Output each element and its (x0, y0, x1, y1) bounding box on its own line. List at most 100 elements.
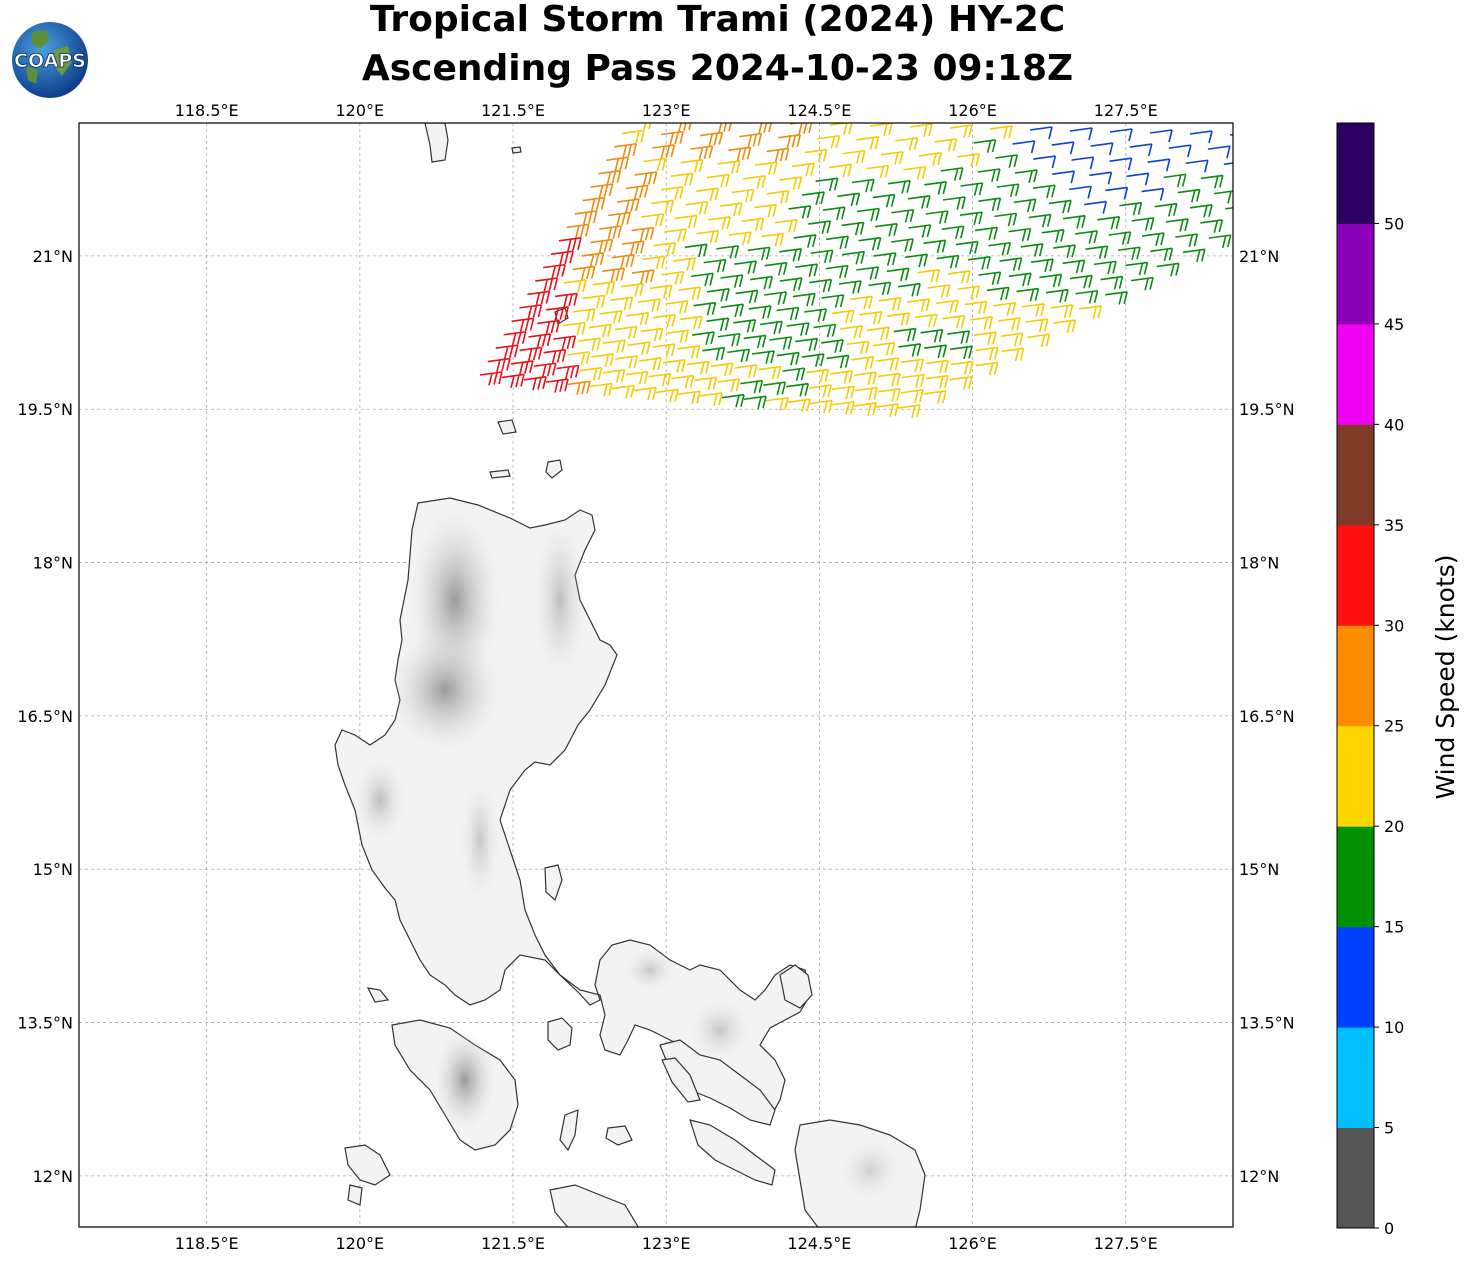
wind-barb (479, 371, 503, 386)
wind-barb (853, 402, 877, 416)
wind-barb (535, 277, 559, 292)
wind-barb (648, 372, 672, 387)
wind-barb (1050, 304, 1074, 318)
wind-barb (820, 339, 844, 353)
wind-barb (511, 317, 535, 332)
wind-barb (693, 301, 717, 316)
wind-barb (964, 300, 988, 315)
wind-barb (831, 400, 855, 415)
wind-barb (543, 263, 566, 279)
wind-barb (649, 284, 673, 299)
wind-barb (787, 398, 811, 413)
wind-barb (774, 218, 798, 233)
wind-barb (897, 404, 921, 418)
lon-label-bottom: 118.5°E (175, 1234, 239, 1253)
sibuyan-island (605, 1125, 633, 1146)
colorbar-tick-label: 25 (1384, 717, 1404, 736)
longitude-labels: 118.5°E 118.5°E 120°E 120°E 121.5°E 121.5°E 12… (175, 101, 1158, 1253)
wind-barb (801, 353, 825, 367)
wind-barb (615, 355, 639, 369)
wind-barb (842, 250, 865, 265)
wind-barb (1085, 245, 1109, 260)
lon-label-top: 126°E (948, 101, 997, 120)
wind-barb (917, 268, 941, 283)
lat-label-right: 21°N (1239, 247, 1279, 266)
wind-barb (1021, 303, 1045, 317)
batan-island (424, 123, 449, 163)
colorbar-segment (1337, 424, 1374, 526)
lon-label-bottom: 120°E (336, 1234, 385, 1253)
wind-barb (866, 326, 890, 341)
colorbar-tick-label: 20 (1384, 817, 1404, 836)
wind-barb (696, 229, 720, 244)
wind-barb (806, 368, 830, 383)
lat-label-left: 15°N (33, 860, 73, 879)
wind-barbs (479, 123, 1233, 418)
wind-barb (817, 134, 841, 149)
wind-barb (637, 298, 661, 313)
wind-barb (602, 267, 626, 282)
wind-barb (960, 182, 984, 196)
wind-barb (837, 192, 861, 207)
wind-barb (1012, 140, 1036, 154)
wind-barb (947, 270, 971, 284)
wind-barb (949, 375, 973, 390)
wind-barb (925, 359, 949, 374)
wind-barb (804, 308, 827, 322)
wind-barb (801, 191, 825, 205)
wind-barb (1025, 318, 1049, 332)
wind-barb (642, 255, 666, 270)
map-area (79, 123, 1233, 1227)
wind-barb (582, 196, 606, 212)
wind-barb (1150, 247, 1174, 262)
wind-barb (607, 211, 631, 227)
colorbar-tick-label: 50 (1384, 214, 1404, 233)
colorbar-frame (1336, 122, 1375, 1229)
lat-label-right: 18°N (1239, 554, 1279, 573)
wind-barb (1039, 273, 1063, 288)
wind-barb (706, 173, 730, 188)
wind-barb (1182, 248, 1206, 263)
wind-barb (661, 130, 684, 146)
wind-barb (639, 357, 662, 371)
wind-barb (873, 252, 897, 266)
babuyan-island-2 (497, 419, 517, 435)
wind-barb (1069, 185, 1092, 199)
wind-barb (782, 367, 806, 382)
wind-barb (826, 354, 850, 369)
wind-barb (678, 286, 702, 301)
wind-barb (872, 193, 896, 208)
colorbar-segment (1337, 826, 1374, 928)
wind-barb (949, 124, 973, 138)
wind-barb (866, 164, 890, 179)
map-frame (78, 122, 1234, 1228)
colorbar-tick-label: 15 (1384, 918, 1404, 937)
wind-barb (578, 337, 601, 352)
wind-barb (706, 288, 730, 302)
wind-barb (890, 238, 914, 252)
wind-barb (809, 278, 833, 293)
culion-island (347, 1184, 363, 1206)
wind-barb (754, 203, 777, 218)
wind-barb (957, 153, 980, 167)
wind-barb (554, 292, 578, 308)
wind-barb (903, 165, 927, 180)
wind-barb (674, 214, 698, 229)
wind-barb (815, 177, 839, 192)
wind-barb (947, 330, 971, 344)
colorbar-segment (1337, 524, 1374, 626)
wind-barb (679, 315, 703, 330)
small-island-north (511, 146, 522, 154)
wind-barb (634, 171, 658, 186)
wind-barb (829, 163, 853, 178)
wind-barb (528, 333, 552, 348)
wind-barb (558, 236, 582, 252)
wind-barb (633, 386, 657, 401)
wind-barb (854, 371, 877, 386)
wind-barb (733, 319, 757, 333)
wind-barb (907, 195, 931, 209)
wind-barb (1141, 187, 1165, 201)
wind-barb (846, 340, 870, 355)
wind-barb (900, 389, 924, 403)
wind-barb (895, 137, 919, 151)
